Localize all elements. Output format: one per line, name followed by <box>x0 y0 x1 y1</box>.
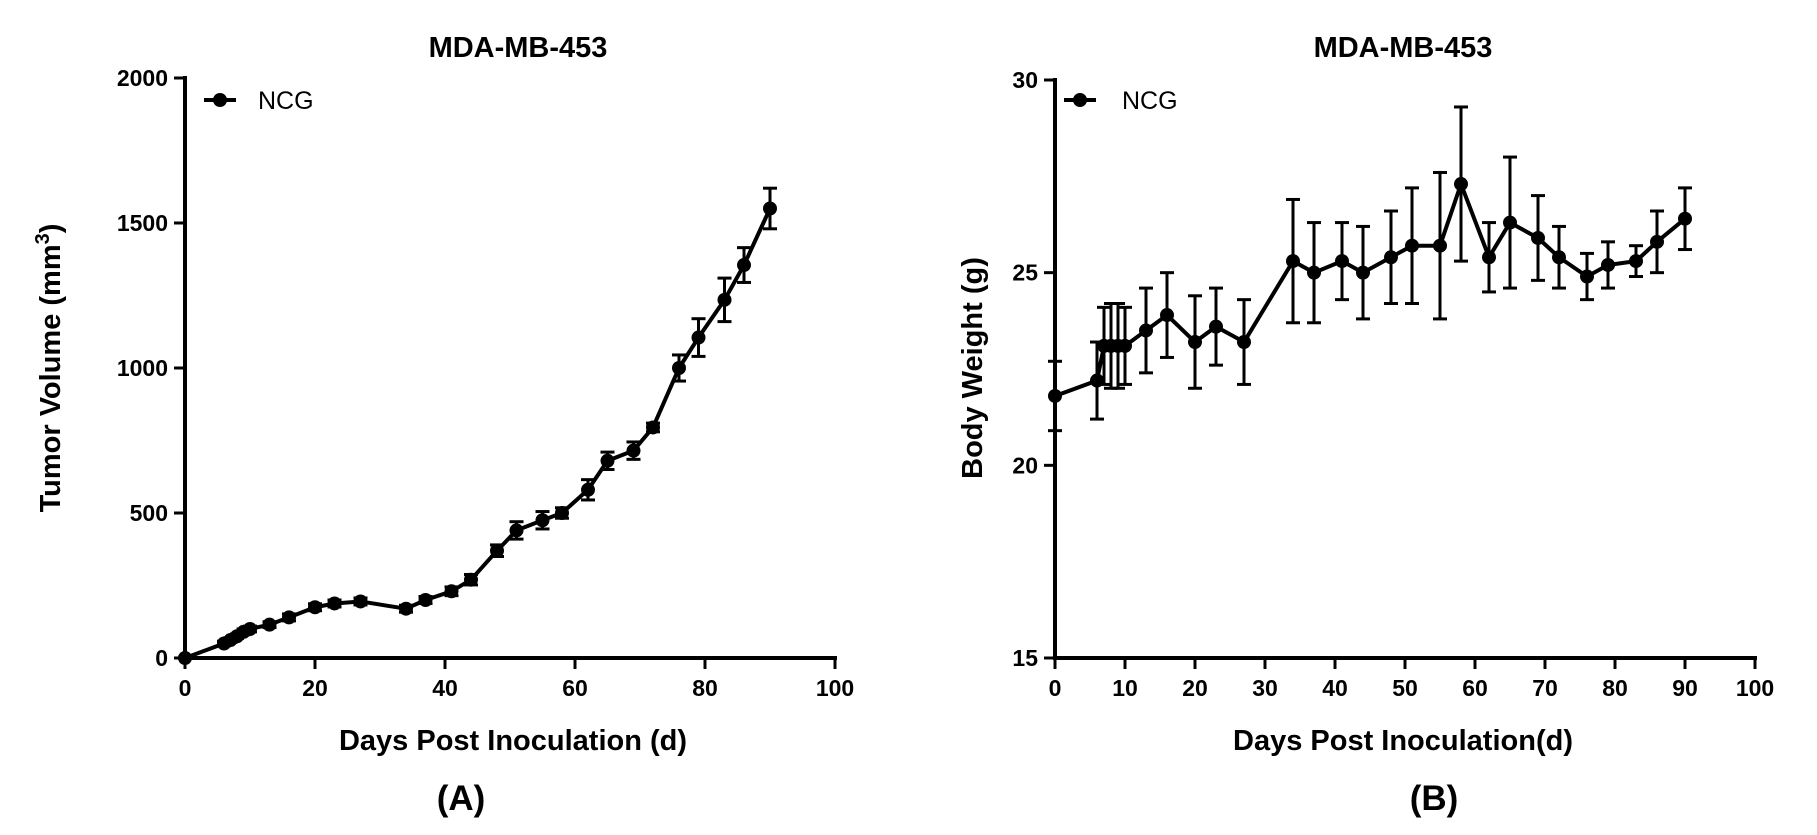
data-point <box>1678 211 1692 226</box>
panel-label: (A) <box>437 779 486 818</box>
data-point <box>1139 323 1153 338</box>
x-tick-label: 60 <box>1462 675 1488 701</box>
data-point <box>1405 238 1419 253</box>
data-point <box>327 596 342 611</box>
tumor-volume-chart: MDA-MB-453 Days Post Inoculation (d) Tum… <box>32 32 854 818</box>
data-point <box>353 594 368 609</box>
data-point <box>1433 238 1447 253</box>
data-point <box>1048 388 1062 403</box>
x-tick-label: 0 <box>179 675 192 701</box>
y-tick-label: 20 <box>1012 452 1038 478</box>
data-point <box>672 361 686 375</box>
data-point <box>1580 269 1594 284</box>
data-point <box>1286 254 1300 269</box>
data-point <box>1629 254 1643 269</box>
x-tick-label: 100 <box>816 675 854 701</box>
legend-marker <box>213 93 227 107</box>
x-tick-label: 60 <box>562 675 588 701</box>
chart-title: MDA-MB-453 <box>1314 32 1493 64</box>
x-tick-label: 0 <box>1049 675 1062 701</box>
data-point <box>282 610 296 625</box>
data-point <box>490 543 504 558</box>
legend: NCG <box>1064 87 1178 115</box>
y-tick-label: 500 <box>130 500 168 526</box>
y-axis-label: Tumor Volume (mm3) <box>32 224 67 513</box>
x-tick-label: 20 <box>1182 675 1208 701</box>
data-point <box>1454 177 1468 192</box>
x-tick-label: 80 <box>1602 675 1628 701</box>
data-point <box>581 482 595 497</box>
data-point <box>262 617 277 632</box>
data-point <box>418 593 433 607</box>
legend: NCG <box>204 87 314 115</box>
data-point <box>691 330 706 345</box>
data-point <box>737 258 751 273</box>
series-line-ncg <box>184 207 772 660</box>
data-point <box>600 453 615 468</box>
data-point <box>243 622 257 636</box>
data-point <box>1552 250 1566 265</box>
x-tick-label: 90 <box>1672 675 1698 701</box>
data-point <box>1601 257 1615 272</box>
x-tick-label: 30 <box>1252 675 1278 701</box>
y-axis-label-tail: ) <box>35 224 67 234</box>
data-point <box>1531 230 1545 245</box>
y-axis-label-main: Tumor Volume (mm <box>35 244 67 512</box>
data-point <box>626 443 641 458</box>
data-point <box>1384 250 1398 265</box>
body-weight-chart: MDA-MB-453 Days Post Inoculation(d) Body… <box>957 32 1774 818</box>
y-tick-label: 0 <box>155 645 168 671</box>
data-point <box>1356 265 1370 280</box>
data-point <box>646 420 660 435</box>
data-point <box>464 572 478 587</box>
legend-label: NCG <box>258 87 314 115</box>
panel-label: (B) <box>1410 779 1459 818</box>
x-tick-label: 80 <box>692 675 718 701</box>
y-tick-label: 1500 <box>117 210 168 236</box>
x-axis-label: Days Post Inoculation (d) <box>339 725 687 757</box>
data-point <box>1118 338 1132 353</box>
y-tick-label: 1000 <box>117 355 168 381</box>
data-point <box>1188 335 1202 350</box>
y-axis-label-superscript: 3 <box>32 233 54 244</box>
data-point <box>509 523 524 538</box>
data-point <box>1209 319 1223 334</box>
x-tick-label: 40 <box>1322 675 1348 701</box>
data-point <box>399 601 413 616</box>
data-point <box>717 292 732 307</box>
data-point <box>308 600 322 615</box>
y-axis-label: Body Weight (g) <box>957 257 989 479</box>
data-point <box>1650 234 1664 249</box>
y-tick-label: 2000 <box>117 65 168 91</box>
y-tick-label: 30 <box>1012 67 1038 93</box>
y-tick-label: 25 <box>1012 260 1038 286</box>
chart-title: MDA-MB-453 <box>429 32 608 64</box>
x-tick-label: 100 <box>1736 675 1774 701</box>
x-tick-label: 70 <box>1532 675 1558 701</box>
x-tick-label: 40 <box>432 675 458 701</box>
legend-label: NCG <box>1122 87 1178 115</box>
x-tick-label: 10 <box>1112 675 1138 701</box>
x-tick-label: 50 <box>1392 675 1418 701</box>
data-point <box>555 506 569 520</box>
data-point <box>1482 250 1496 265</box>
legend-marker <box>1073 93 1087 107</box>
y-tick-label: 15 <box>1012 645 1038 671</box>
data-point <box>1237 335 1251 350</box>
series-line-ncg <box>1054 182 1687 398</box>
data-point <box>763 201 777 216</box>
data-point <box>535 513 550 528</box>
x-tick-label: 20 <box>302 675 328 701</box>
data-point <box>1160 308 1174 323</box>
data-point <box>1307 265 1321 280</box>
x-axis-label: Days Post Inoculation(d) <box>1233 725 1573 757</box>
data-point <box>444 584 459 599</box>
data-point <box>178 651 192 665</box>
data-point <box>1503 215 1517 230</box>
data-point <box>1335 254 1349 269</box>
